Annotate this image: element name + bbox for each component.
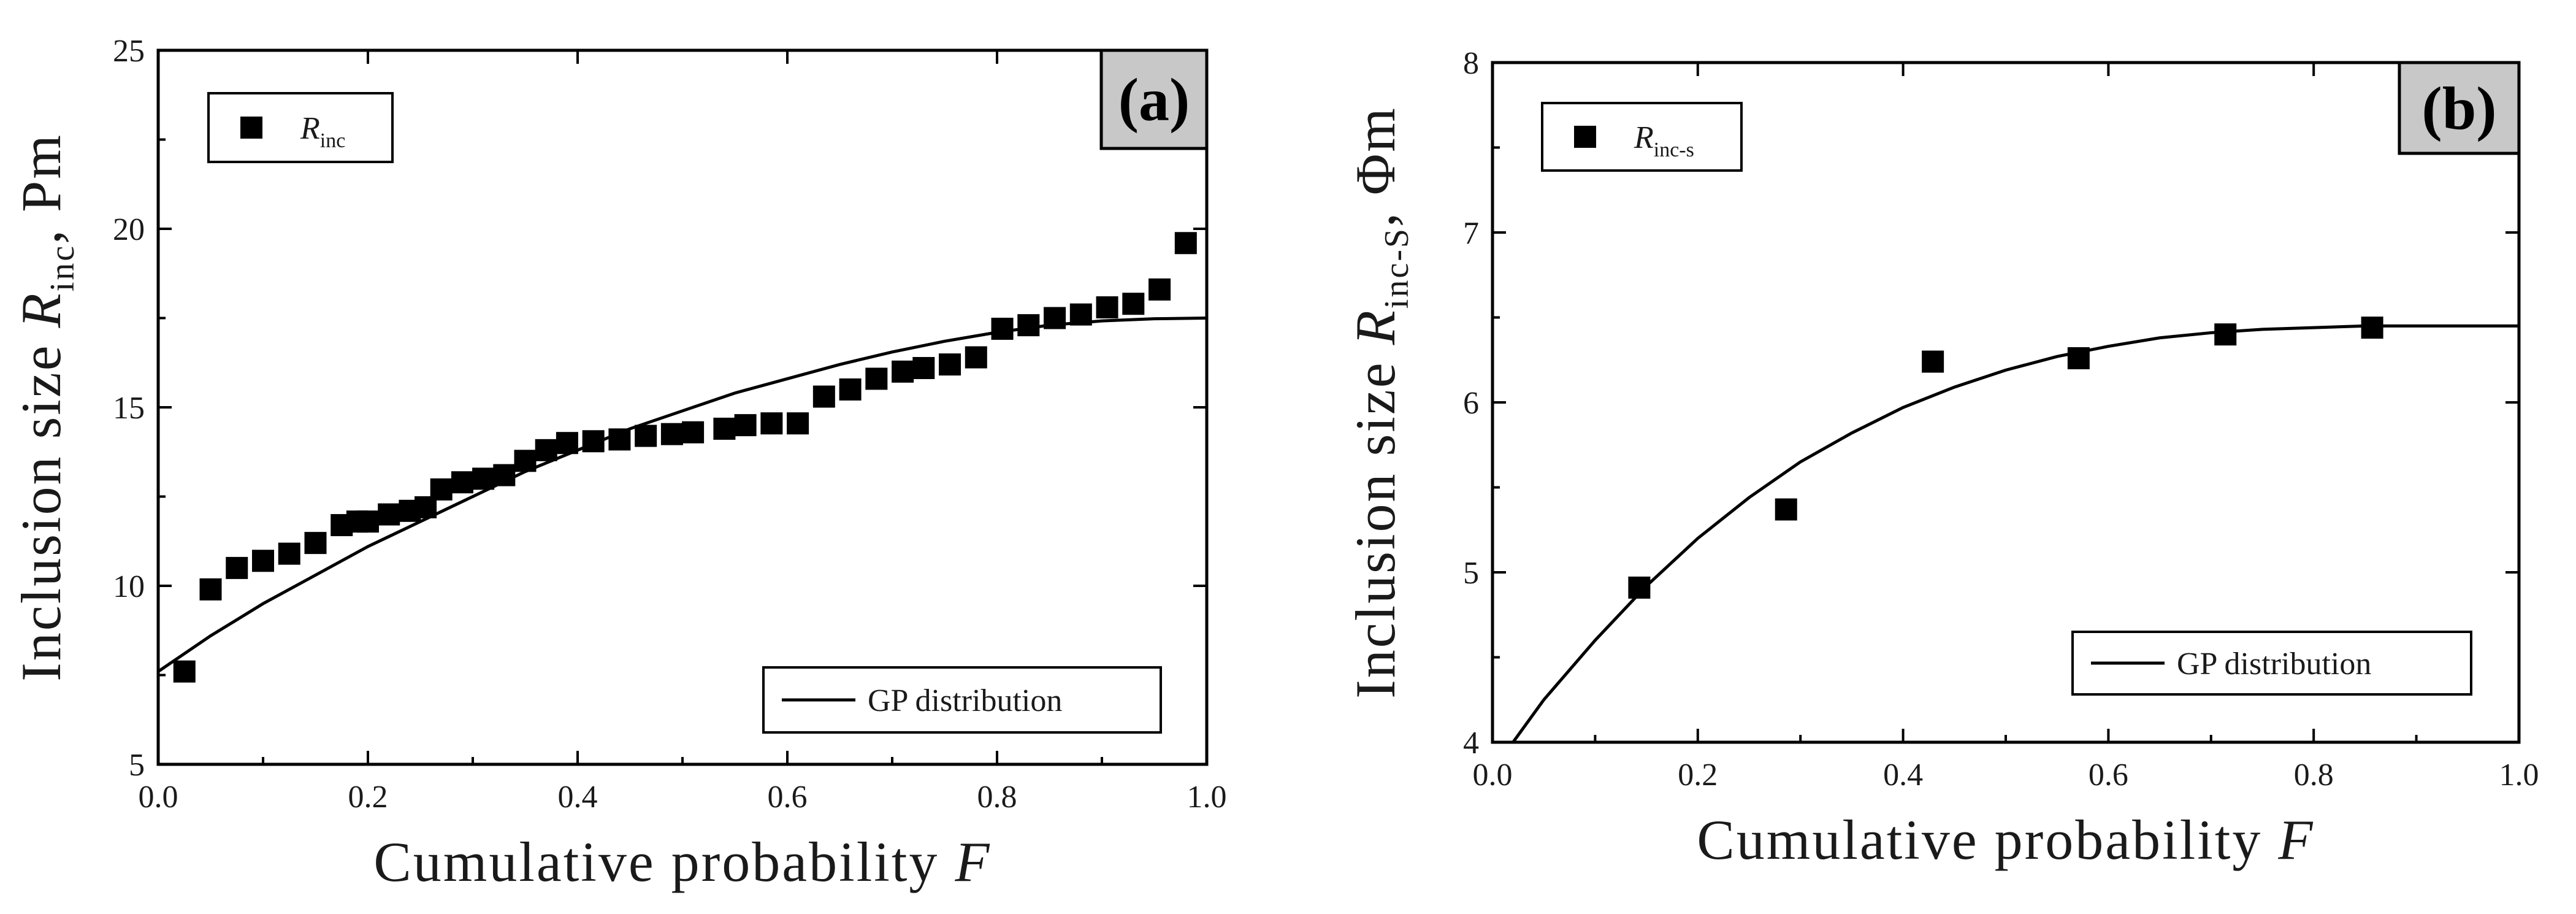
data-point [713, 417, 736, 440]
x-axis-title: Cumulative probability F [1697, 808, 2314, 871]
data-point [1775, 498, 1797, 521]
data-point [892, 360, 914, 383]
data-point [535, 439, 557, 461]
panel-label: (b) [2421, 74, 2496, 142]
x-axis-title-var: F [954, 831, 991, 893]
y-axis-title-sub: inc-S [1378, 227, 1416, 309]
data-point [660, 423, 683, 445]
data-point [734, 414, 757, 437]
panel-label-box [1099, 48, 1209, 150]
y-tick-label: 4 [1463, 726, 1479, 761]
legend-marker-symbol [1574, 126, 1596, 148]
panel-label: (a) [1118, 66, 1190, 134]
y-axis-title-var: R [10, 291, 72, 328]
data-point [2214, 323, 2237, 346]
data-point [304, 532, 327, 555]
data-point [378, 503, 400, 526]
legend-marker-label: Rinc-s [1634, 120, 1694, 161]
data-point [912, 356, 935, 379]
data-point [472, 467, 495, 490]
data-point [2361, 317, 2383, 339]
data-point [357, 510, 379, 533]
data-point [682, 421, 705, 444]
data-point [451, 471, 473, 494]
legend-marker-sub: inc [320, 129, 346, 152]
data-point [1148, 278, 1171, 301]
panel-b: 0.0 0.2 0.4 0.6 0.8 1.0 4 5 6 7 8 Cumulative probab… [1344, 46, 2539, 871]
data-point [226, 556, 248, 579]
y-axis-title-unit: , Pm [10, 133, 72, 244]
legend-line-label: GP distribution [868, 683, 1062, 718]
y-tick-label: 10 [113, 569, 145, 604]
x-tick-label: 0.6 [768, 780, 808, 815]
legend-marker-label: Rinc [300, 111, 345, 152]
data-point [1922, 350, 1944, 373]
x-tick-label: 0.0 [1473, 758, 1513, 793]
data-point [1017, 314, 1040, 337]
data-point [965, 346, 987, 369]
data-point [812, 385, 835, 408]
y-axis-title-sub: inc [44, 244, 82, 291]
legend-line [2071, 631, 2472, 696]
data-point [760, 412, 783, 435]
legend-marker-symbol [240, 117, 262, 139]
y-tick-label: 8 [1463, 46, 1479, 81]
x-tick-label: 0.2 [348, 780, 388, 815]
data-point [1174, 232, 1197, 255]
panel-label-box [2398, 61, 2521, 155]
data-point [991, 317, 1014, 340]
gp-distribution-line [1512, 324, 2519, 743]
data-point [635, 424, 657, 447]
legend-marker-var: R [300, 111, 320, 146]
x-tick-label: 0.8 [977, 780, 1017, 815]
x-tick-label: 0.2 [1678, 758, 1718, 793]
data-point [199, 578, 222, 601]
x-axis-title-text: Cumulative probability [373, 831, 955, 893]
x-tick-label: 0.6 [2089, 758, 2128, 793]
legend-marker-var: R [1634, 120, 1654, 155]
y-axis-title-text: Inclusion size [10, 328, 72, 681]
y-tick-label: 6 [1463, 386, 1479, 421]
y-axis-title: Inclusion size Rinc, Pm [10, 133, 82, 682]
y-tick-label: 25 [113, 34, 145, 69]
gp-distribution-line [157, 317, 1207, 673]
data-point [278, 542, 300, 565]
data-point [1122, 293, 1145, 315]
y-axis-title-unit: , Φm [1344, 106, 1407, 227]
y-tick-label: 15 [113, 391, 145, 426]
y-tick-label: 5 [129, 748, 145, 783]
data-point [787, 412, 809, 435]
x-axis-title-var: F [2277, 808, 2314, 871]
data-point [839, 378, 862, 401]
legend-line-label: GP distribution [2177, 647, 2371, 682]
y-axis-title: Inclusion size Rinc-S, Φm [1344, 106, 1416, 699]
data-point [865, 367, 888, 390]
x-tick-label: 0.4 [558, 780, 598, 815]
y-axis-title-text: Inclusion size [1344, 345, 1407, 698]
data-point [430, 478, 453, 501]
x-tick-label: 0.4 [1883, 758, 1923, 793]
y-tick-label: 20 [113, 212, 145, 247]
data-point [173, 660, 196, 683]
y-tick-label: 5 [1463, 556, 1479, 591]
y-tick-label: 7 [1463, 216, 1479, 251]
legend-marker-sub: inc-s [1654, 139, 1694, 161]
x-tick-label: 0.0 [139, 780, 178, 815]
x-tick-label: 0.8 [2294, 758, 2334, 793]
x-tick-label: 1.0 [2499, 758, 2539, 793]
data-point [252, 550, 274, 572]
data-point [939, 353, 961, 376]
x-tick-label: 1.0 [1187, 780, 1227, 815]
data-point [1096, 296, 1118, 319]
x-axis-title: Cumulative probability F [373, 831, 991, 893]
x-axis-title-text: Cumulative probability [1697, 808, 2278, 871]
legend-markers [207, 92, 394, 163]
y-axis-title-var: R [1344, 309, 1407, 345]
panel-a: 0.0 0.2 0.4 0.6 0.8 1.0 5 10 15 20 25 Cumulative pr… [10, 34, 1227, 893]
